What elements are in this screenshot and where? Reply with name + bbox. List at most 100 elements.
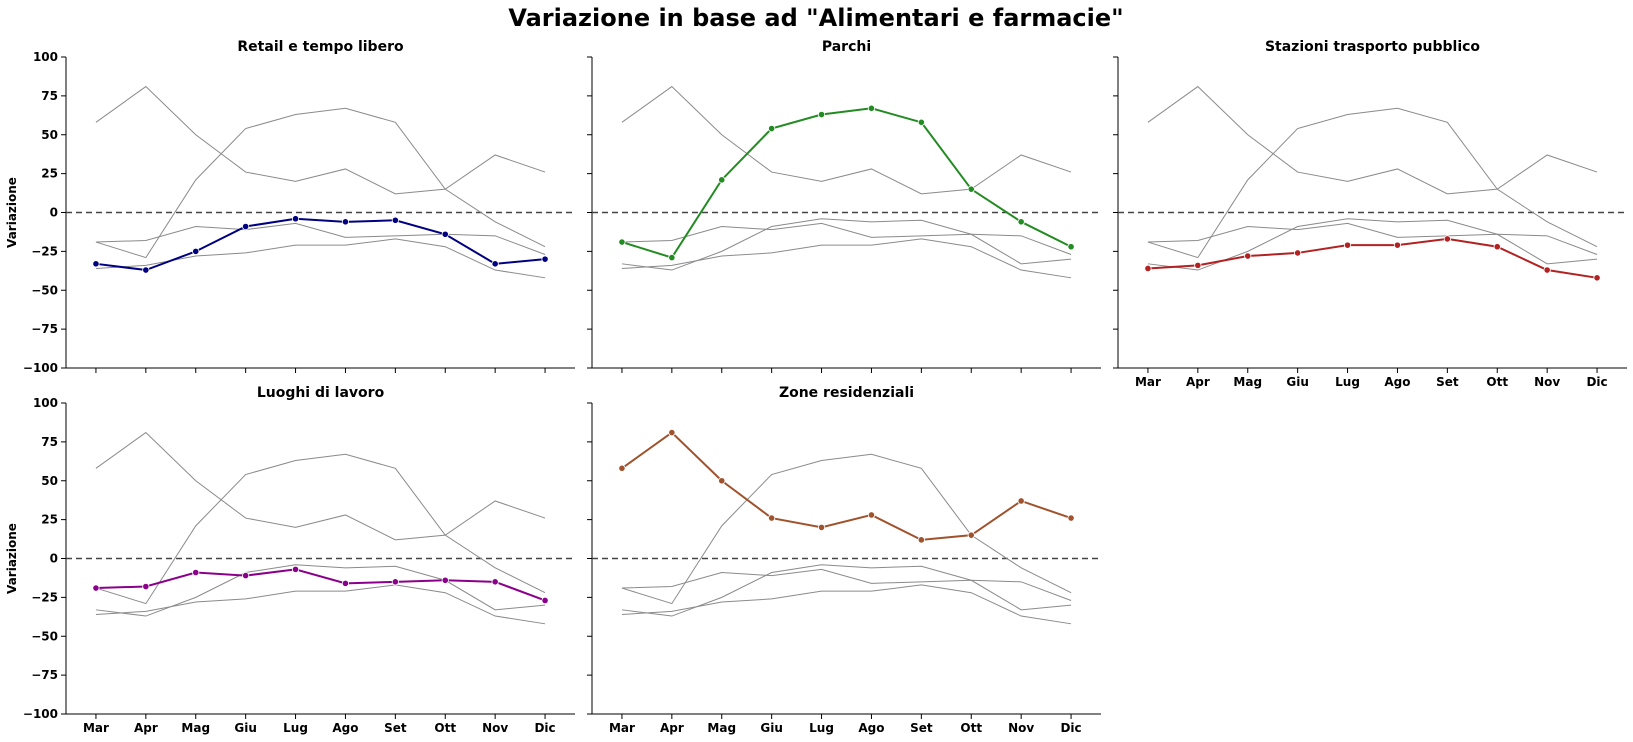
subplot-title: Parchi	[822, 39, 871, 55]
subplot-grid: Retail e tempo libero 100 75 50 25 0 −25 −50 −75…	[5, 39, 1627, 735]
y-tick-label: 75	[41, 89, 58, 103]
series-line	[621, 431, 1072, 541]
x-tick-label: Nov	[482, 721, 508, 735]
x-tick-label: Giu	[760, 721, 783, 735]
y-tick-label: −50	[31, 629, 58, 643]
subplot-1: Retail e tempo libero 100 75 50 25 0 −25 −50 −75…	[5, 39, 575, 375]
x-tick-label: Mag	[707, 721, 736, 735]
y-tick-label: −25	[31, 590, 58, 604]
background-series-line	[95, 584, 546, 625]
y-tick-label: 50	[41, 474, 58, 488]
data-point	[92, 260, 100, 268]
data-point	[1343, 241, 1352, 249]
subplot-4: Luoghi di lavoro 100 75 50 25 0 −25 −50 −75 −100 M…	[5, 385, 575, 735]
background-series-line	[1147, 85, 1598, 195]
data-point	[242, 572, 250, 580]
x-tick-label: Lug	[283, 721, 308, 735]
data-point	[391, 216, 399, 224]
data-point	[1294, 249, 1302, 257]
background-series-line	[621, 568, 1072, 601]
data-point	[441, 230, 449, 238]
data-point	[1493, 243, 1501, 251]
y-tick-label: −100	[23, 361, 58, 375]
data-point	[618, 238, 626, 246]
data-point	[1593, 274, 1601, 282]
x-tick-label: Ago	[332, 721, 358, 735]
subplot-5: Zone residenziali Mar Apr Mag Giu Lug Ago Set Ot…	[587, 385, 1101, 735]
background-series-line	[95, 431, 546, 541]
y-tick-label: 50	[41, 128, 58, 142]
x-tick-label: Dic	[534, 721, 555, 735]
series-line	[95, 217, 546, 272]
x-tick-label: Nov	[1008, 721, 1034, 735]
data-point	[441, 576, 449, 584]
background-series-line	[95, 222, 546, 255]
x-tick-label: Lug	[1335, 375, 1360, 389]
data-point	[541, 255, 549, 263]
y-tick-label: 100	[33, 396, 58, 410]
data-point	[142, 266, 150, 274]
data-point	[768, 124, 776, 133]
data-point	[1017, 497, 1025, 505]
data-point	[92, 584, 100, 592]
data-point	[718, 176, 726, 184]
series-line	[621, 107, 1072, 259]
background-series-line	[621, 222, 1072, 255]
y-tick-label: −50	[31, 283, 58, 297]
x-tick-label: Ago	[858, 721, 884, 735]
subplot-title: Retail e tempo libero	[237, 39, 404, 55]
y-tick-label: −25	[31, 244, 58, 258]
data-point	[967, 531, 975, 539]
data-point	[341, 579, 350, 587]
x-tick-label: Set	[1436, 375, 1459, 389]
y-axis-label: Variazione	[5, 523, 19, 594]
background-series-line	[95, 238, 546, 279]
background-series-line	[95, 85, 546, 195]
data-point	[491, 260, 499, 268]
subplot-title: Stazioni trasporto pubblico	[1265, 39, 1480, 55]
x-tick-label: Dic	[1586, 375, 1607, 389]
data-point	[867, 104, 876, 112]
x-tick-label: Mag	[1233, 375, 1262, 389]
data-point	[1244, 252, 1252, 260]
subplot-title: Luoghi di lavoro	[257, 385, 385, 401]
data-point	[817, 523, 826, 532]
x-tick-label: Giu	[234, 721, 257, 735]
data-point	[817, 110, 826, 119]
data-point	[1543, 266, 1551, 274]
y-axis-label: Variazione	[5, 177, 19, 248]
data-point	[291, 565, 300, 573]
data-point	[192, 247, 200, 255]
data-point	[1067, 243, 1075, 251]
x-tick-label: Dic	[1060, 721, 1081, 735]
data-point	[242, 222, 250, 231]
data-point	[491, 578, 499, 586]
data-point	[967, 185, 975, 193]
x-tick-label: Giu	[1286, 375, 1309, 389]
y-tick-label: 25	[41, 513, 58, 527]
data-point	[867, 511, 876, 519]
x-tick-label: Ott	[1486, 375, 1508, 389]
data-point	[1144, 264, 1152, 273]
data-point	[142, 582, 150, 591]
data-point	[391, 578, 399, 586]
data-point	[917, 536, 925, 544]
figure-title: Variazione in base ad "Alimentari e farm…	[508, 4, 1123, 32]
y-tick-label: 100	[33, 50, 58, 64]
x-tick-label: Ott	[434, 721, 456, 735]
y-tick-label: −75	[31, 668, 58, 682]
background-series-line	[621, 238, 1072, 279]
y-tick-label: −75	[31, 322, 58, 336]
subplot-3: Stazioni trasporto pubblico Mar Apr Mag Giu L…	[1113, 39, 1627, 389]
background-series-line	[1147, 222, 1598, 255]
x-tick-label: Lug	[809, 721, 834, 735]
data-point	[917, 118, 925, 126]
data-point	[1194, 261, 1202, 269]
x-tick-label: Mag	[181, 721, 210, 735]
x-tick-label: Apr	[134, 721, 158, 735]
y-tick-label: 25	[41, 167, 58, 181]
data-point	[618, 464, 626, 472]
data-point	[341, 218, 350, 226]
subplot-2: Parchi	[587, 39, 1101, 373]
